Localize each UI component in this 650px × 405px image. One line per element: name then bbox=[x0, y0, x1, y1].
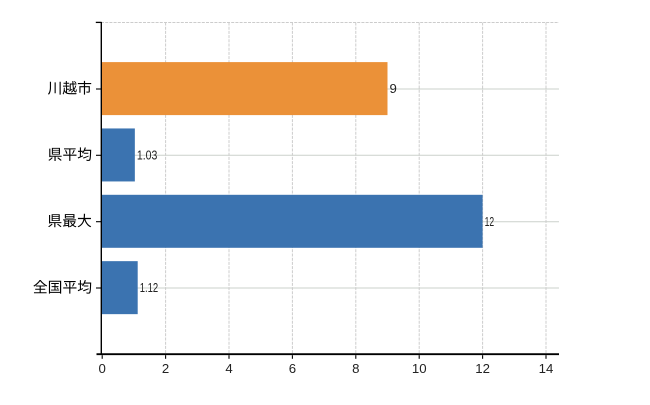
svg-text:12: 12 bbox=[475, 361, 490, 376]
svg-text:8: 8 bbox=[352, 361, 359, 376]
svg-text:12: 12 bbox=[485, 214, 495, 229]
svg-text:1.03: 1.03 bbox=[137, 147, 158, 162]
svg-text:4: 4 bbox=[225, 361, 232, 376]
svg-text:9: 9 bbox=[390, 81, 397, 96]
svg-text:14: 14 bbox=[539, 361, 554, 376]
svg-text:6: 6 bbox=[289, 361, 296, 376]
svg-text:1.12: 1.12 bbox=[140, 280, 159, 295]
svg-text:2: 2 bbox=[162, 361, 169, 376]
svg-text:10: 10 bbox=[412, 361, 427, 376]
svg-text:0: 0 bbox=[99, 361, 106, 376]
